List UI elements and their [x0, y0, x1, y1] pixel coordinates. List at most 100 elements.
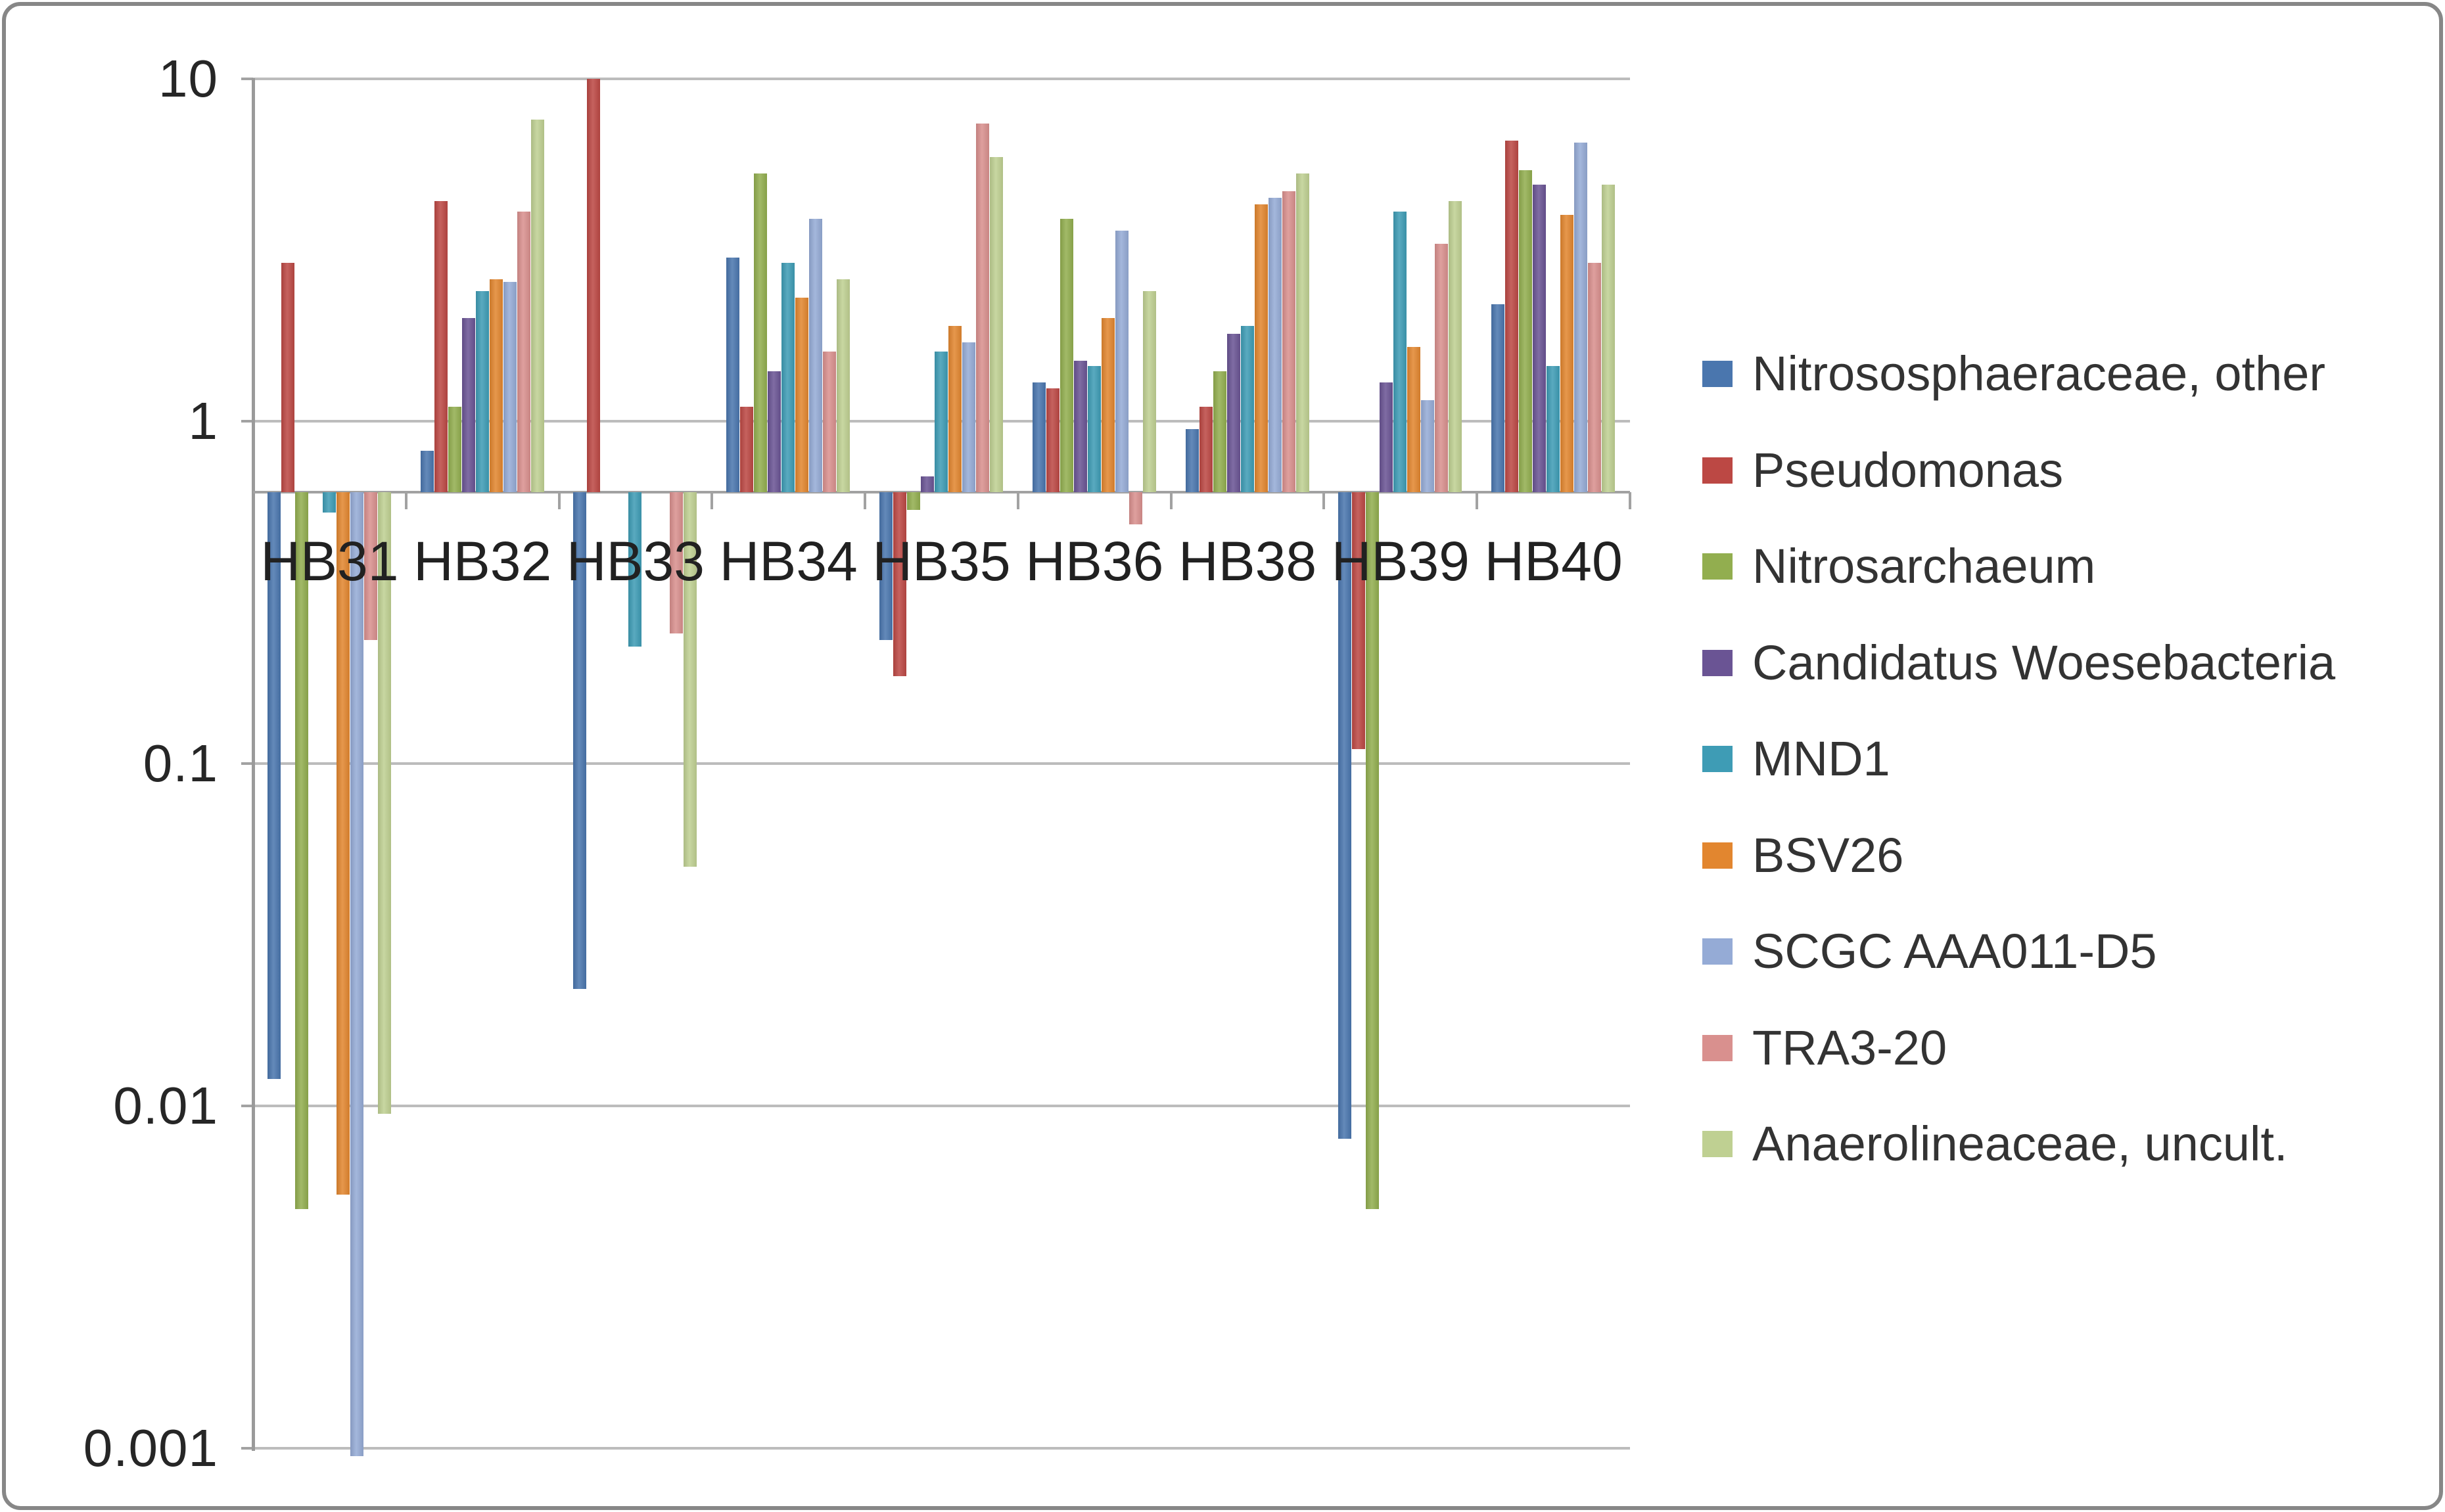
- category-axis-tick: [1629, 492, 1631, 510]
- bar-HB33-Anaerolineaceae, uncult.: [684, 492, 697, 867]
- bar-HB36-Candidatus Woesebacteria: [1073, 361, 1087, 493]
- bar-HB32-Candidatus Woesebacteria: [461, 318, 475, 493]
- bar-HB32-Nitrosarchaeum: [448, 407, 461, 493]
- bar-HB33-Pseudomonas: [587, 79, 601, 493]
- legend-item: Pseudomonas: [1702, 444, 2063, 497]
- legend-item: Nitrososphaeraceae, other: [1702, 348, 2325, 400]
- bar-HB32-Nitrososphaeraceae, other: [420, 450, 434, 493]
- bar-HB31-SCGC AAA011-D5: [350, 492, 363, 1456]
- bar-HB38-SCGC AAA011-D5: [1268, 197, 1282, 493]
- legend-swatch: [1702, 649, 1733, 676]
- y-axis-label: 0.01: [113, 1076, 218, 1135]
- legend-label: Anaerolineaceae, uncult.: [1752, 1116, 2288, 1171]
- y-axis-tick: [241, 78, 253, 80]
- bar-HB36-Pseudomonas: [1046, 388, 1060, 493]
- bar-HB38-Candidatus Woesebacteria: [1226, 334, 1240, 493]
- bar-HB34-Nitrosarchaeum: [754, 173, 768, 493]
- bar-HB34-Nitrososphaeraceae, other: [726, 258, 740, 493]
- category-axis-tick: [1016, 492, 1019, 510]
- bar-HB35-Candidatus Woesebacteria: [921, 476, 934, 493]
- bar-HB35-TRA3-20: [976, 124, 989, 493]
- category-axis-tick: [1169, 492, 1173, 510]
- bar-HB31-Pseudomonas: [281, 263, 294, 493]
- bar-HB40-MND1: [1547, 365, 1560, 493]
- bar-HB40-TRA3-20: [1588, 263, 1602, 493]
- category-axis-tick: [404, 492, 408, 510]
- bar-HB36-TRA3-20: [1129, 492, 1142, 524]
- legend-label: BSV26: [1752, 827, 1904, 882]
- bar-HB39-TRA3-20: [1435, 243, 1449, 493]
- bar-HB40-SCGC AAA011-D5: [1574, 143, 1588, 493]
- bar-HB40-Nitrososphaeraceae, other: [1491, 304, 1505, 493]
- bar-HB31-BSV26: [336, 492, 350, 1195]
- bar-HB36-Anaerolineaceae, uncult.: [1142, 290, 1156, 493]
- legend-item: Anaerolineaceae, uncult.: [1702, 1118, 2288, 1170]
- bar-HB35-SCGC AAA011-D5: [962, 342, 975, 493]
- bar-HB33-Nitrososphaeraceae, other: [573, 492, 587, 989]
- bar-HB34-TRA3-20: [823, 351, 837, 493]
- legend-label: Nitrosarchaeum: [1752, 539, 2096, 593]
- bar-HB32-SCGC AAA011-D5: [503, 282, 517, 493]
- category-label: HB40: [1484, 530, 1623, 592]
- bar-HB38-TRA3-20: [1282, 191, 1295, 493]
- bar-HB40-Anaerolineaceae, uncult.: [1602, 185, 1616, 493]
- legend-label: SCGC AAA011-D5: [1752, 924, 2157, 978]
- y-axis-label: 10: [158, 49, 218, 108]
- category-axis-tick: [710, 492, 714, 510]
- legend-swatch: [1702, 938, 1733, 965]
- bar-HB36-Nitrosarchaeum: [1060, 219, 1073, 493]
- y-gridline: [253, 78, 1630, 80]
- y-gridline: [253, 1447, 1630, 1450]
- legend-label: Pseudomonas: [1752, 442, 2064, 497]
- y-axis-label: 0.1: [143, 734, 218, 792]
- category-axis-tick: [1322, 492, 1326, 510]
- bar-HB39-SCGC AAA011-D5: [1421, 400, 1435, 493]
- bar-HB39-BSV26: [1407, 346, 1421, 493]
- legend-swatch: [1702, 553, 1733, 580]
- bar-HB35-Nitrososphaeraceae, other: [879, 492, 893, 640]
- legend-label: TRA3-20: [1752, 1020, 1947, 1075]
- category-label: HB39: [1331, 530, 1470, 592]
- legend-item: Nitrosarchaeum: [1702, 540, 2095, 593]
- legend-item: Candidatus Woesebacteria: [1702, 635, 2336, 690]
- bar-HB32-Pseudomonas: [434, 200, 448, 493]
- bar-HB34-Candidatus Woesebacteria: [768, 371, 781, 493]
- legend-swatch: [1702, 457, 1733, 484]
- category-axis-line: [253, 491, 1630, 494]
- bar-HB38-Pseudomonas: [1199, 407, 1213, 493]
- bar-HB31-Nitrosarchaeum: [294, 492, 308, 1209]
- bar-HB39-Pseudomonas: [1352, 492, 1366, 750]
- y-axis-tick: [241, 1447, 253, 1450]
- bar-HB36-BSV26: [1101, 318, 1115, 493]
- legend-swatch: [1702, 1131, 1733, 1157]
- bar-HB35-MND1: [935, 351, 948, 493]
- legend-swatch: [1702, 361, 1733, 387]
- bar-HB34-Anaerolineaceae, uncult.: [837, 279, 850, 493]
- bar-HB34-SCGC AAA011-D5: [809, 219, 823, 493]
- category-axis-tick: [1476, 492, 1479, 510]
- bar-HB35-Pseudomonas: [893, 492, 906, 676]
- bar-HB38-MND1: [1240, 325, 1254, 493]
- bar-HB31-TRA3-20: [363, 492, 377, 640]
- y-axis-line: [252, 78, 255, 1451]
- category-label: HB36: [1025, 530, 1164, 592]
- category-axis-tick: [864, 492, 867, 510]
- y-axis-tick: [241, 762, 253, 765]
- bar-HB34-MND1: [781, 263, 795, 493]
- legend-label: Candidatus Woesebacteria: [1752, 635, 2336, 690]
- bar-HB39-Anaerolineaceae, uncult.: [1449, 200, 1462, 493]
- legend-swatch: [1702, 746, 1733, 772]
- legend-item: MND1: [1702, 733, 1890, 785]
- category-label: HB32: [413, 530, 552, 592]
- bar-HB38-Nitrososphaeraceae, other: [1185, 428, 1199, 493]
- legend-label: MND1: [1752, 731, 1890, 786]
- y-gridline: [253, 1105, 1630, 1107]
- bar-HB34-Pseudomonas: [740, 407, 754, 493]
- category-label: HB31: [260, 530, 399, 592]
- bar-HB32-BSV26: [489, 279, 503, 493]
- legend-item: SCGC AAA011-D5: [1702, 925, 2157, 978]
- y-axis-label: 0.001: [83, 1419, 218, 1477]
